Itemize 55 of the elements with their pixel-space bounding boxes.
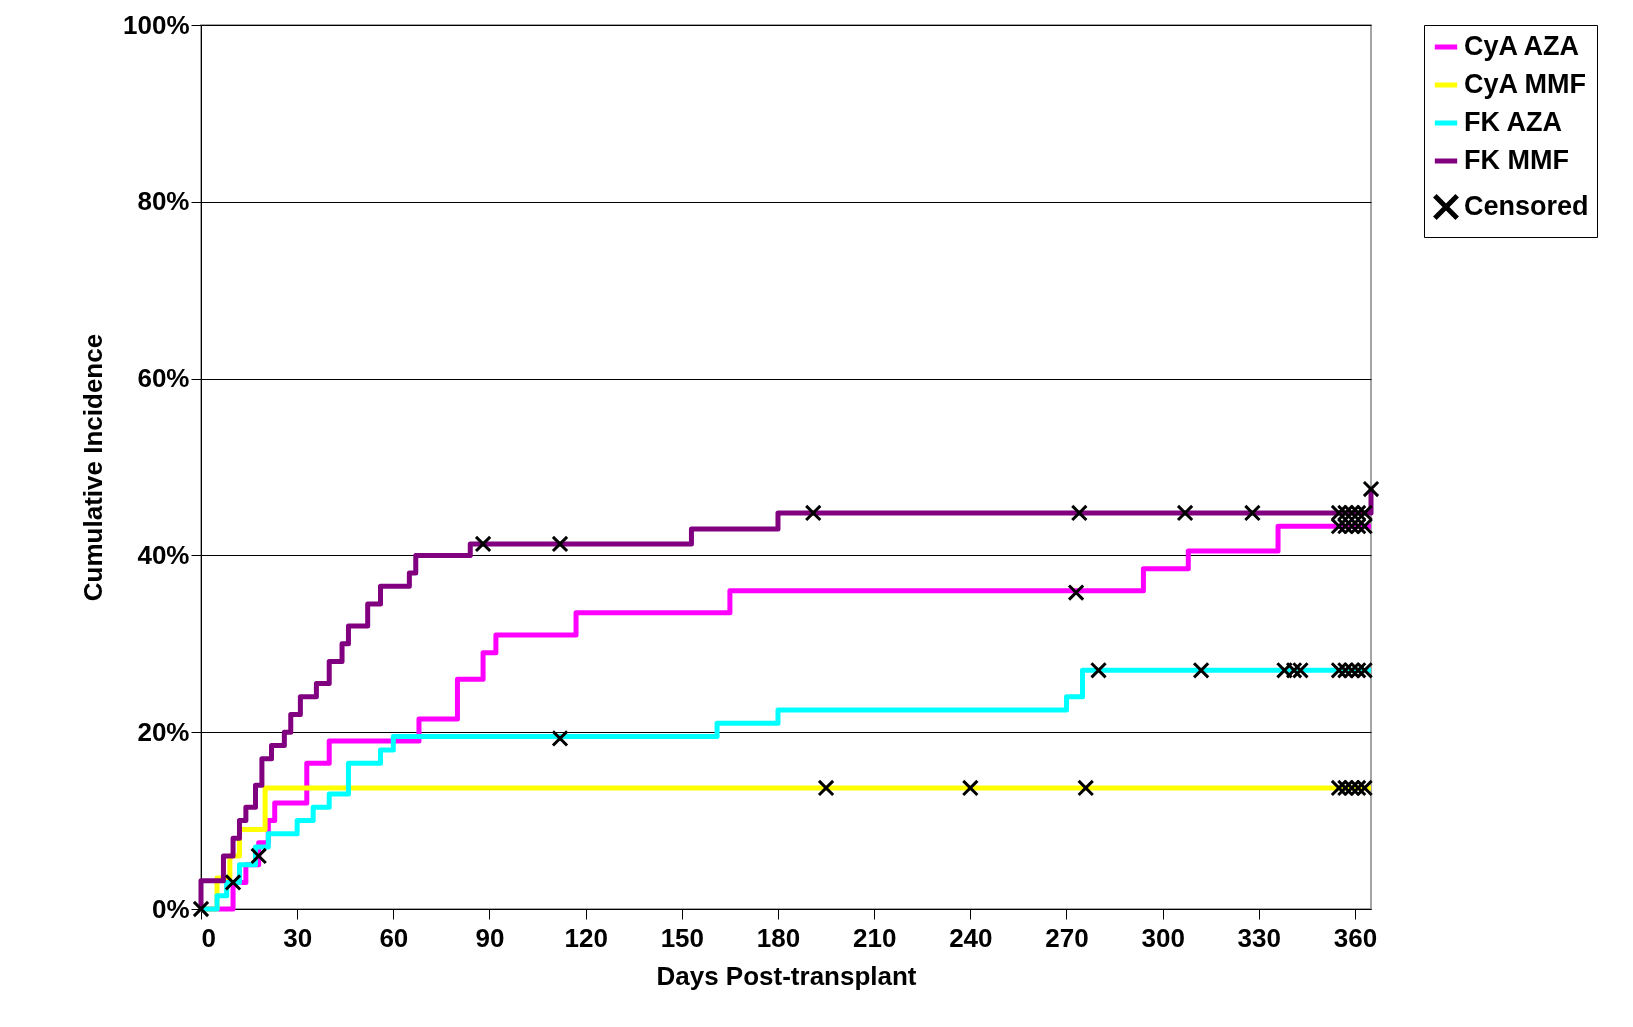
x-tick-label: 150 — [660, 922, 705, 953]
point — [1176, 504, 1194, 522]
point — [1291, 661, 1310, 679]
point — [1089, 661, 1108, 679]
legend-label: CyA AZA — [1464, 31, 1580, 61]
point — [804, 504, 822, 522]
x-tick-label: 210 — [852, 922, 897, 953]
point — [1243, 504, 1261, 522]
x-axis-title: Days Post-transplant — [656, 960, 917, 991]
x-tick-label: 270 — [1045, 922, 1089, 953]
point — [1343, 779, 1361, 797]
x-tick-label: 180 — [756, 922, 801, 953]
point — [817, 779, 835, 797]
point — [1330, 779, 1348, 797]
point — [551, 535, 569, 553]
x-tick-label: 30 — [283, 922, 313, 953]
x-tick-label: 0 — [201, 922, 216, 953]
point — [1330, 661, 1348, 679]
point — [1285, 661, 1303, 679]
legend-label: FK AZA — [1464, 107, 1562, 137]
point — [1275, 661, 1294, 679]
y-tick-label: 100% — [123, 9, 190, 40]
point — [250, 847, 268, 865]
point — [1356, 661, 1374, 679]
x-tick-label: 240 — [949, 922, 993, 953]
point — [551, 729, 569, 747]
x-tick-label: 360 — [1333, 922, 1378, 953]
point — [1343, 661, 1361, 679]
point — [1067, 583, 1085, 602]
point — [1356, 779, 1374, 797]
point — [1336, 661, 1354, 679]
x-tick-label: 60 — [379, 922, 409, 953]
point — [1336, 779, 1354, 797]
point — [474, 535, 492, 553]
y-tick-label: 0% — [151, 893, 190, 924]
point — [1192, 661, 1210, 679]
x-tick-label: 120 — [564, 922, 608, 953]
x-tick-label: 330 — [1237, 922, 1281, 953]
point — [961, 779, 979, 797]
legend-label: Censored — [1464, 191, 1589, 221]
point — [1362, 480, 1380, 498]
point — [1349, 779, 1367, 797]
legend-label: FK MMF — [1464, 145, 1569, 175]
legend-label: CyA MMF — [1464, 69, 1586, 99]
x-tick-label: 300 — [1141, 922, 1185, 953]
y-tick-label: 40% — [137, 539, 190, 570]
y-axis-title: Cumulative Incidence — [78, 333, 108, 602]
y-tick-label: 80% — [137, 186, 190, 217]
y-tick-label: 60% — [137, 363, 190, 394]
point — [1070, 504, 1088, 522]
point — [224, 873, 242, 892]
y-tick-label: 20% — [137, 716, 190, 747]
point — [1077, 779, 1095, 797]
point — [1349, 661, 1367, 679]
x-tick-label: 90 — [475, 922, 505, 953]
